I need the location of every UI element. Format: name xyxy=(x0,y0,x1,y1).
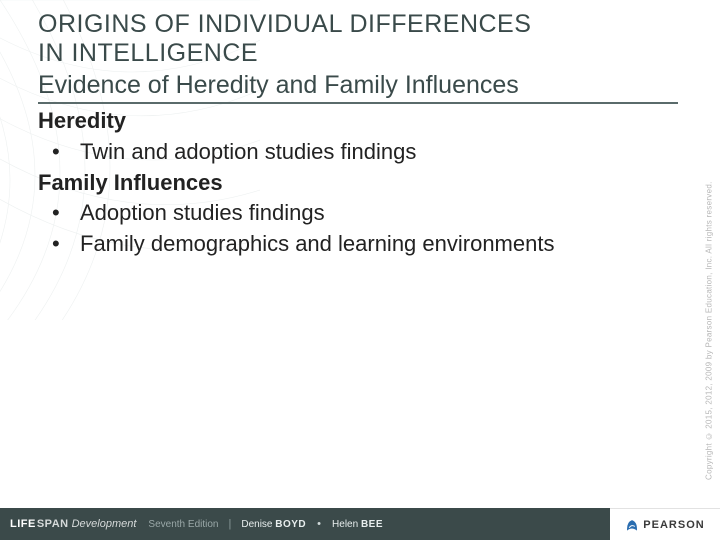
bullet-list: Twin and adoption studies findings xyxy=(38,137,678,168)
slide: ORIGINS OF INDIVIDUAL DIFFERENCES IN INT… xyxy=(0,0,720,540)
title-line-1: ORIGINS OF INDIVIDUAL DIFFERENCES xyxy=(38,10,678,39)
brand-development: Development xyxy=(72,518,137,530)
author-last: BOYD xyxy=(275,519,306,530)
brand-life: LIFE xyxy=(10,518,36,530)
title-line-2: IN INTELLIGENCE xyxy=(38,39,678,68)
bullet-item: Adoption studies findings xyxy=(38,198,678,229)
author-1: Denise BOYD xyxy=(241,519,306,530)
separator-bar: | xyxy=(228,518,231,530)
author-first: Helen xyxy=(332,519,358,530)
bullet-item: Family demographics and learning environ… xyxy=(38,229,678,260)
edition-label: Seventh Edition xyxy=(148,519,218,530)
brand-span: SPAN xyxy=(37,518,69,530)
publisher-name: PEARSON xyxy=(643,519,704,531)
title-block: ORIGINS OF INDIVIDUAL DIFFERENCES IN INT… xyxy=(38,10,678,104)
footer: LIFESPAN Development Seventh Edition | D… xyxy=(0,508,720,540)
content-body: Heredity Twin and adoption studies findi… xyxy=(38,106,678,260)
section-heading: Family Influences xyxy=(38,168,678,199)
pearson-mark-icon xyxy=(625,518,639,532)
bullet-item: Twin and adoption studies findings xyxy=(38,137,678,168)
author-2: Helen BEE xyxy=(332,519,383,530)
brand-lifespan: LIFESPAN Development xyxy=(10,518,136,530)
section-heading: Heredity xyxy=(38,106,678,137)
bullet-list: Adoption studies findings Family demogra… xyxy=(38,198,678,260)
footer-left: LIFESPAN Development Seventh Edition | D… xyxy=(0,508,610,540)
footer-right: PEARSON xyxy=(610,508,720,540)
title-subtitle: Evidence of Heredity and Family Influenc… xyxy=(38,70,678,100)
author-first: Denise xyxy=(241,519,272,530)
title-rule xyxy=(38,102,678,104)
author-separator-dot: • xyxy=(317,518,321,530)
copyright-text: Copyright © 2015, 2012, 2009 by Pearson … xyxy=(704,150,714,480)
publisher-logo: PEARSON xyxy=(625,518,704,532)
author-last: BEE xyxy=(361,519,383,530)
